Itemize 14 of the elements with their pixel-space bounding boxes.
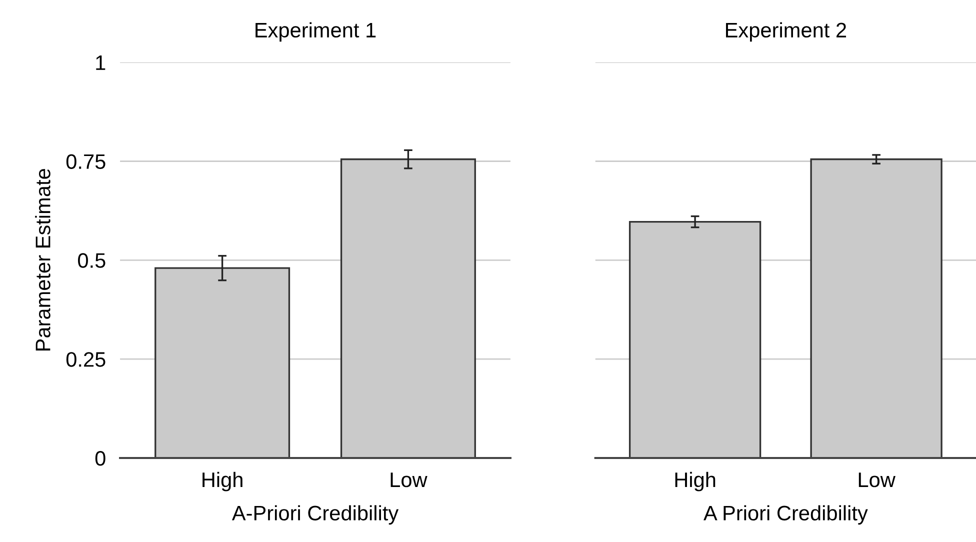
x-tick-label: High: [202, 472, 242, 492]
chart-title: Experiment 1: [256, 22, 376, 42]
y-tick-label: 0.25: [66, 352, 106, 367]
y-tick-label: 0.75: [66, 154, 106, 169]
y-axis-title: Parameter Estimate: [35, 169, 50, 350]
x-axis-title: A Priori Credibility: [704, 505, 868, 525]
x-tick-label: High: [675, 472, 716, 492]
x-axis-title: A-Priori Credibility: [232, 505, 399, 525]
y-tick-label: 0: [95, 450, 106, 466]
y-tick-label: 1: [96, 56, 106, 70]
chart-title: Experiment 2: [726, 22, 846, 42]
y-tick-label: 0.5: [78, 253, 106, 268]
x-tick-label: Low: [858, 472, 896, 488]
x-tick-label: Low: [390, 472, 428, 488]
